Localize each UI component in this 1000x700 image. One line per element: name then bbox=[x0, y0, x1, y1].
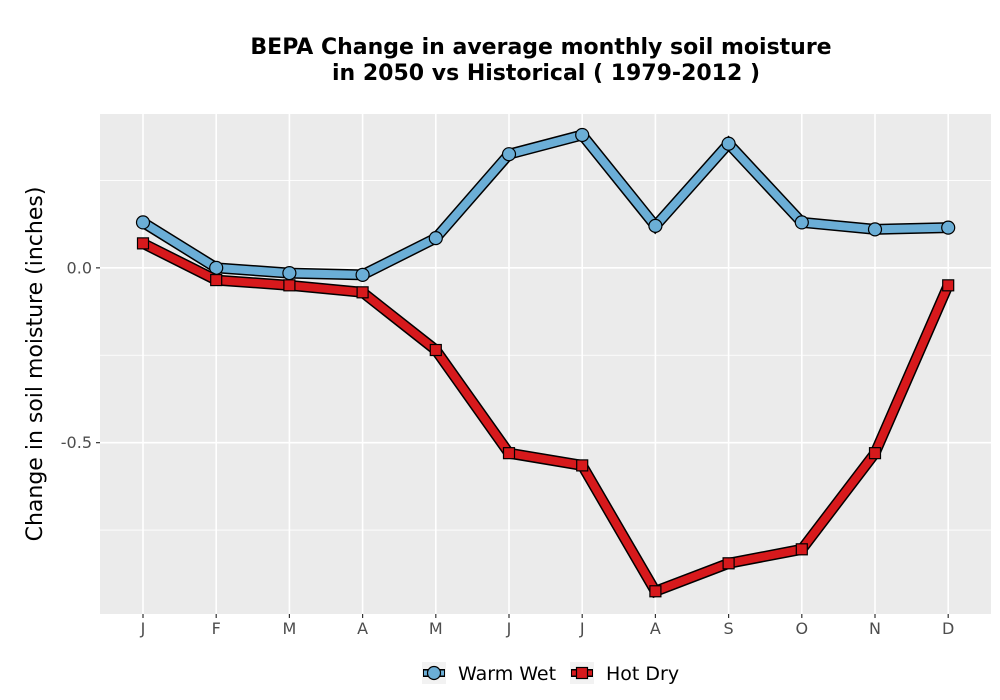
x-tick-label: D bbox=[942, 619, 954, 638]
x-tick-label: J bbox=[579, 619, 585, 638]
data-point bbox=[942, 279, 955, 292]
grid bbox=[100, 114, 991, 614]
data-point bbox=[136, 237, 150, 250]
legend: Warm Wet Hot Dry bbox=[422, 662, 679, 685]
x-tick-label: A bbox=[650, 619, 661, 638]
y-axis-label: Change in soil moisture (inches) bbox=[23, 187, 48, 542]
x-tick-label: J bbox=[140, 619, 146, 638]
data-point bbox=[722, 557, 735, 570]
series-line bbox=[141, 239, 952, 597]
legend-label: Hot Dry bbox=[606, 663, 679, 685]
data-point bbox=[356, 286, 369, 299]
legend-key-marker bbox=[426, 665, 442, 681]
x-tick-label: F bbox=[212, 619, 221, 638]
legend-label: Warm Wet bbox=[458, 663, 556, 685]
data-point bbox=[210, 273, 223, 287]
plot-panel bbox=[100, 114, 991, 614]
data-point bbox=[575, 127, 590, 143]
data-point bbox=[283, 279, 296, 292]
series-line bbox=[140, 130, 949, 279]
data-point bbox=[576, 459, 589, 472]
data-point bbox=[941, 220, 956, 235]
x-tick-label: N bbox=[869, 619, 881, 638]
data-point bbox=[795, 543, 808, 556]
x-tick-label: S bbox=[724, 619, 734, 638]
legend-item-hot-dry: Hot Dry bbox=[570, 662, 679, 685]
data-point bbox=[649, 585, 662, 598]
data-point bbox=[135, 215, 151, 230]
data-point bbox=[428, 231, 443, 246]
data-point bbox=[501, 147, 517, 162]
chart-title-line-1: BEPA Change in average monthly soil mois… bbox=[250, 35, 831, 60]
x-tick-label: J bbox=[506, 619, 512, 638]
y-tick-label: 0.0 bbox=[67, 258, 92, 277]
data-point bbox=[868, 447, 882, 460]
y-tick-label: -0.5 bbox=[61, 433, 92, 452]
series-layer bbox=[135, 127, 956, 599]
data-point bbox=[282, 265, 297, 281]
legend-key-marker bbox=[575, 666, 589, 680]
x-tick-label: M bbox=[282, 619, 296, 638]
x-tick-label: A bbox=[357, 619, 368, 638]
x-tick-label: O bbox=[796, 619, 809, 638]
axes: 0.0 -0.5 J F M A M J J A S O N D bbox=[61, 258, 955, 638]
series-warm-wet bbox=[135, 127, 956, 282]
chart-title-line-2: in 2050 vs Historical ( 1979-2012 ) bbox=[332, 61, 760, 86]
data-point bbox=[721, 136, 736, 151]
data-point bbox=[867, 222, 883, 237]
data-point bbox=[648, 218, 663, 233]
data-point bbox=[429, 343, 442, 357]
legend-item-warm-wet: Warm Wet bbox=[422, 662, 556, 685]
data-point bbox=[794, 215, 809, 230]
series-hot-dry bbox=[136, 237, 955, 599]
x-tick-label: M bbox=[429, 619, 443, 638]
data-point bbox=[502, 447, 516, 460]
data-point bbox=[355, 267, 370, 282]
